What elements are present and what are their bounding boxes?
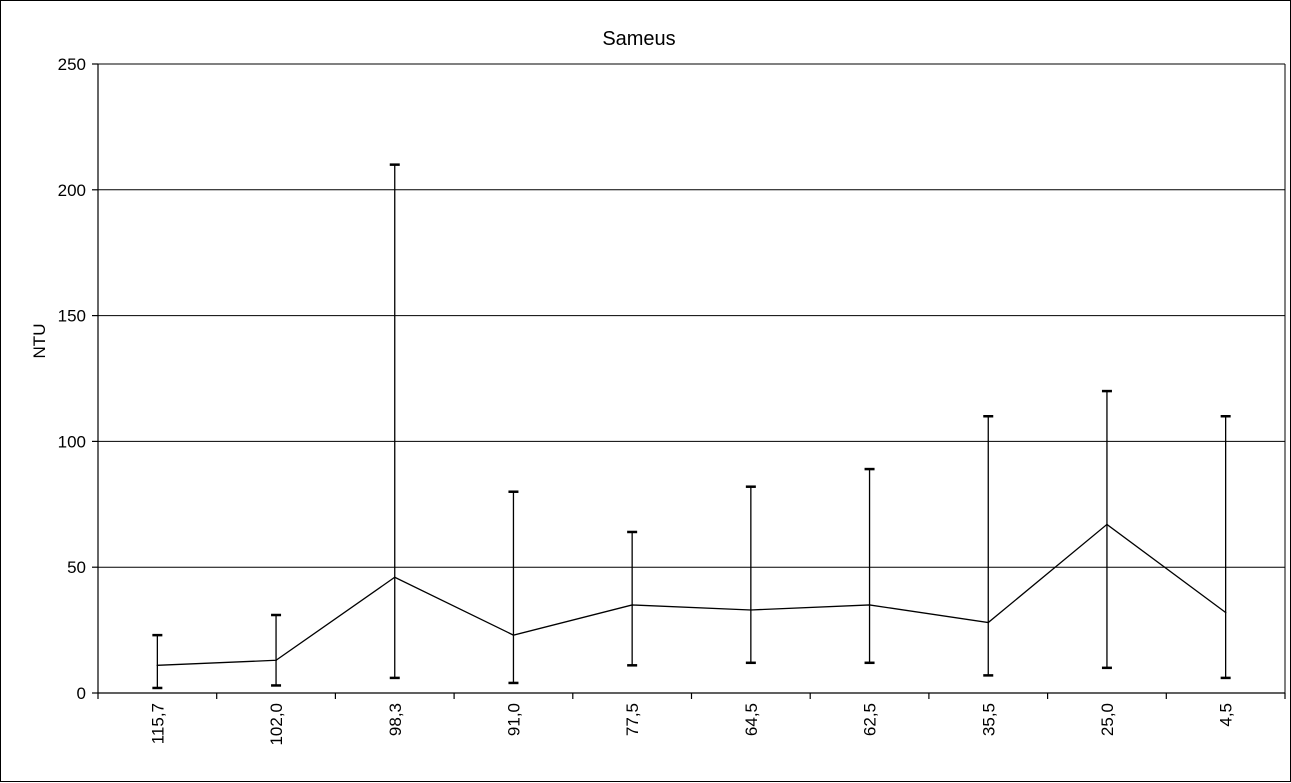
error-bars — [152, 163, 1231, 690]
series — [156, 523, 1227, 667]
y-tick-label: 250 — [58, 55, 86, 74]
data-point — [1224, 611, 1227, 614]
data-point — [868, 604, 871, 606]
data-point — [750, 609, 752, 611]
x-tick-label: 25,0 — [1098, 703, 1117, 736]
x-tick-labels: 115,7 102,0 98,3 91,0 77,5 64,5 62,5 35,5 25,0 4,… — [148, 703, 1235, 746]
y-tick-label: 0 — [77, 684, 86, 703]
data-point — [1106, 523, 1108, 526]
data-point — [987, 621, 990, 624]
y-tick-label: 150 — [58, 307, 86, 326]
y-tick-label: 200 — [58, 181, 86, 200]
x-tick-label: 64,5 — [742, 703, 761, 736]
y-tick-label: 50 — [67, 558, 86, 577]
x-tick-label: 115,7 — [148, 703, 167, 744]
x-tick-label: 4,5 — [1217, 703, 1236, 727]
x-tick-label: 35,5 — [979, 703, 998, 736]
data-point — [631, 604, 633, 606]
gridlines — [98, 63, 1285, 568]
data-point — [156, 664, 159, 667]
x-tick-label: 62,5 — [861, 703, 880, 736]
data-point — [275, 659, 277, 662]
y-tick-label: 100 — [58, 432, 86, 451]
x-tick-label: 91,0 — [504, 703, 523, 736]
data-point — [512, 634, 515, 636]
x-tick-label: 77,5 — [623, 703, 642, 736]
y-axis-label: NTU — [30, 324, 49, 359]
series-line — [157, 523, 1227, 666]
data-point — [393, 576, 396, 579]
y-tick-labels: 0 50 100 150 200 250 — [58, 55, 86, 703]
chart-title: Sameus — [602, 28, 675, 50]
x-tick-label: 102,0 — [267, 703, 286, 746]
axes — [92, 63, 1286, 699]
x-tick-label: 98,3 — [386, 703, 405, 736]
